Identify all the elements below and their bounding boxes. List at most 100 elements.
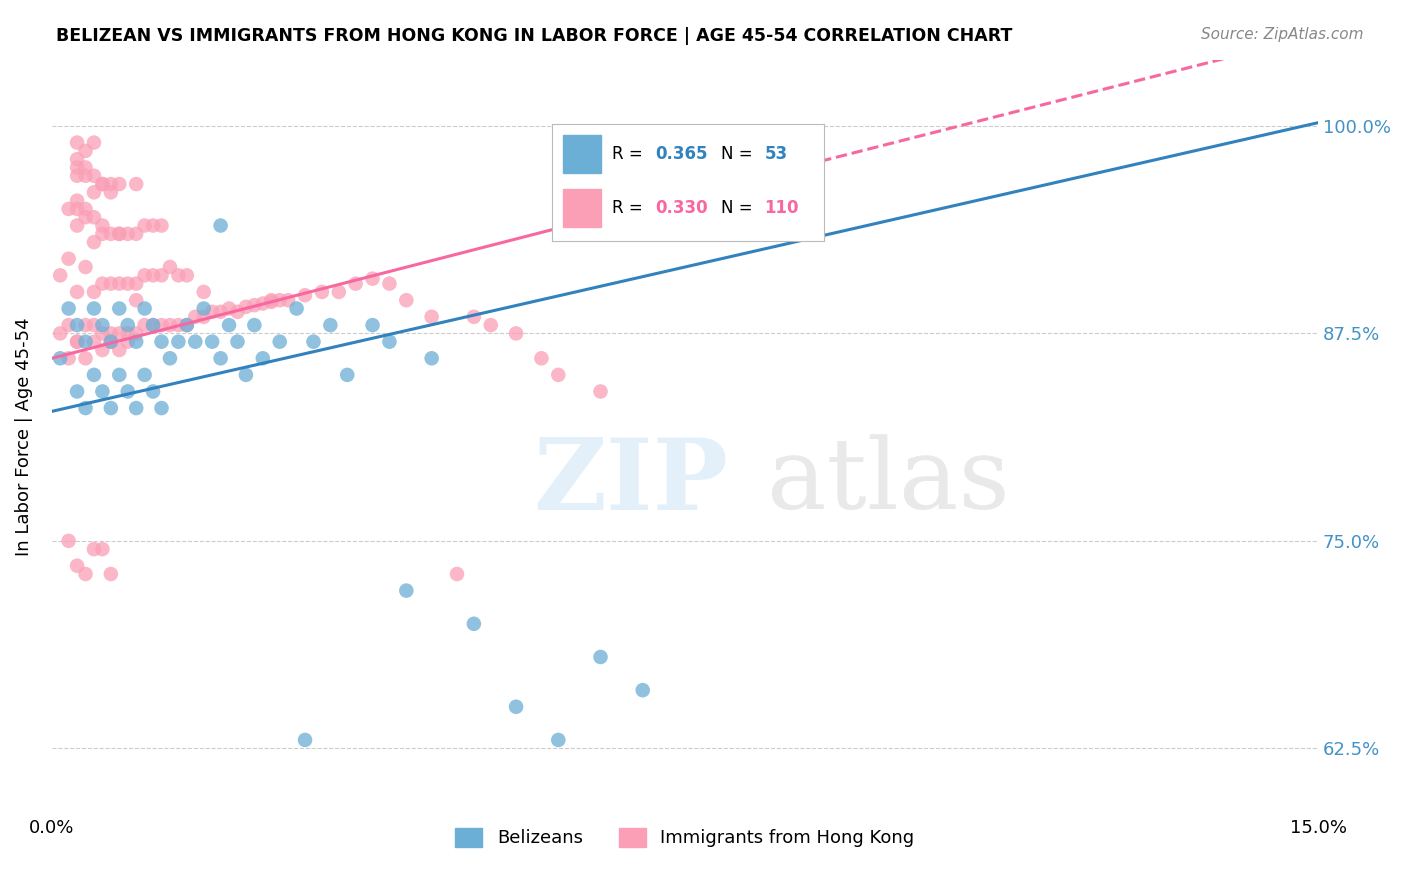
Point bbox=[142, 219, 165, 233]
Point bbox=[125, 227, 148, 241]
Point bbox=[66, 219, 89, 233]
Point bbox=[58, 301, 80, 316]
Point bbox=[252, 351, 274, 366]
Point bbox=[66, 318, 89, 332]
Point bbox=[463, 616, 485, 631]
Point bbox=[184, 334, 207, 349]
Point bbox=[100, 567, 122, 582]
Point bbox=[193, 310, 215, 324]
Point bbox=[100, 334, 122, 349]
Point bbox=[117, 334, 139, 349]
Point bbox=[83, 169, 105, 183]
Point bbox=[302, 334, 325, 349]
Point bbox=[209, 305, 232, 319]
Text: atlas: atlas bbox=[768, 434, 1010, 531]
Point bbox=[83, 318, 105, 332]
Point bbox=[91, 227, 114, 241]
Point bbox=[100, 326, 122, 341]
Point bbox=[294, 733, 316, 747]
Point bbox=[66, 334, 89, 349]
Point bbox=[75, 202, 97, 216]
Point bbox=[83, 186, 105, 200]
Point bbox=[150, 318, 173, 332]
Point bbox=[91, 177, 114, 191]
Point bbox=[125, 293, 148, 308]
Point bbox=[83, 211, 105, 225]
Text: Source: ZipAtlas.com: Source: ZipAtlas.com bbox=[1201, 27, 1364, 42]
Point bbox=[344, 277, 367, 291]
Point bbox=[201, 334, 224, 349]
Point bbox=[201, 305, 224, 319]
Point bbox=[159, 351, 181, 366]
Point bbox=[243, 318, 266, 332]
Point bbox=[125, 177, 148, 191]
Point bbox=[83, 334, 105, 349]
Point bbox=[108, 326, 131, 341]
Point bbox=[66, 136, 89, 150]
Point bbox=[58, 202, 80, 216]
Point bbox=[142, 268, 165, 283]
Point bbox=[269, 293, 291, 308]
Point bbox=[134, 318, 156, 332]
Point bbox=[49, 351, 72, 366]
Point bbox=[66, 194, 89, 208]
Point bbox=[294, 288, 316, 302]
Point bbox=[505, 326, 527, 341]
Point bbox=[193, 301, 215, 316]
Point bbox=[378, 277, 401, 291]
Point bbox=[252, 296, 274, 310]
Point bbox=[83, 368, 105, 382]
Point bbox=[66, 161, 89, 175]
Point bbox=[420, 351, 443, 366]
Point bbox=[58, 533, 80, 548]
Point bbox=[75, 260, 97, 274]
Point bbox=[361, 271, 384, 285]
Point bbox=[125, 401, 148, 415]
Point bbox=[49, 326, 72, 341]
Point bbox=[125, 277, 148, 291]
Point bbox=[328, 285, 350, 299]
Point bbox=[91, 343, 114, 357]
Point bbox=[395, 293, 418, 308]
Point bbox=[505, 699, 527, 714]
Point bbox=[75, 211, 97, 225]
Point bbox=[150, 268, 173, 283]
Point bbox=[108, 277, 131, 291]
Point bbox=[91, 318, 114, 332]
Point bbox=[463, 310, 485, 324]
Point bbox=[159, 260, 181, 274]
Point bbox=[176, 318, 198, 332]
Point bbox=[547, 368, 569, 382]
Point bbox=[395, 583, 418, 598]
Point bbox=[311, 285, 333, 299]
Point bbox=[75, 144, 97, 158]
Point bbox=[83, 235, 105, 249]
Point bbox=[83, 542, 105, 557]
Text: BELIZEAN VS IMMIGRANTS FROM HONG KONG IN LABOR FORCE | AGE 45-54 CORRELATION CHA: BELIZEAN VS IMMIGRANTS FROM HONG KONG IN… bbox=[56, 27, 1012, 45]
Point bbox=[336, 368, 359, 382]
Point bbox=[226, 305, 249, 319]
Point bbox=[209, 351, 232, 366]
Point bbox=[75, 161, 97, 175]
Point bbox=[49, 268, 72, 283]
Point bbox=[277, 293, 299, 308]
Point bbox=[108, 343, 131, 357]
Point bbox=[108, 177, 131, 191]
Point bbox=[142, 318, 165, 332]
Point bbox=[75, 318, 97, 332]
Point bbox=[159, 318, 181, 332]
Point bbox=[446, 567, 468, 582]
Point bbox=[319, 318, 342, 332]
Point bbox=[218, 318, 240, 332]
Point bbox=[58, 252, 80, 266]
Point bbox=[66, 169, 89, 183]
Point bbox=[134, 268, 156, 283]
Point bbox=[117, 326, 139, 341]
Point bbox=[66, 384, 89, 399]
Point bbox=[134, 301, 156, 316]
Point bbox=[631, 683, 654, 698]
Y-axis label: In Labor Force | Age 45-54: In Labor Force | Age 45-54 bbox=[15, 318, 32, 557]
Point bbox=[134, 368, 156, 382]
Point bbox=[235, 368, 257, 382]
Point bbox=[58, 318, 80, 332]
